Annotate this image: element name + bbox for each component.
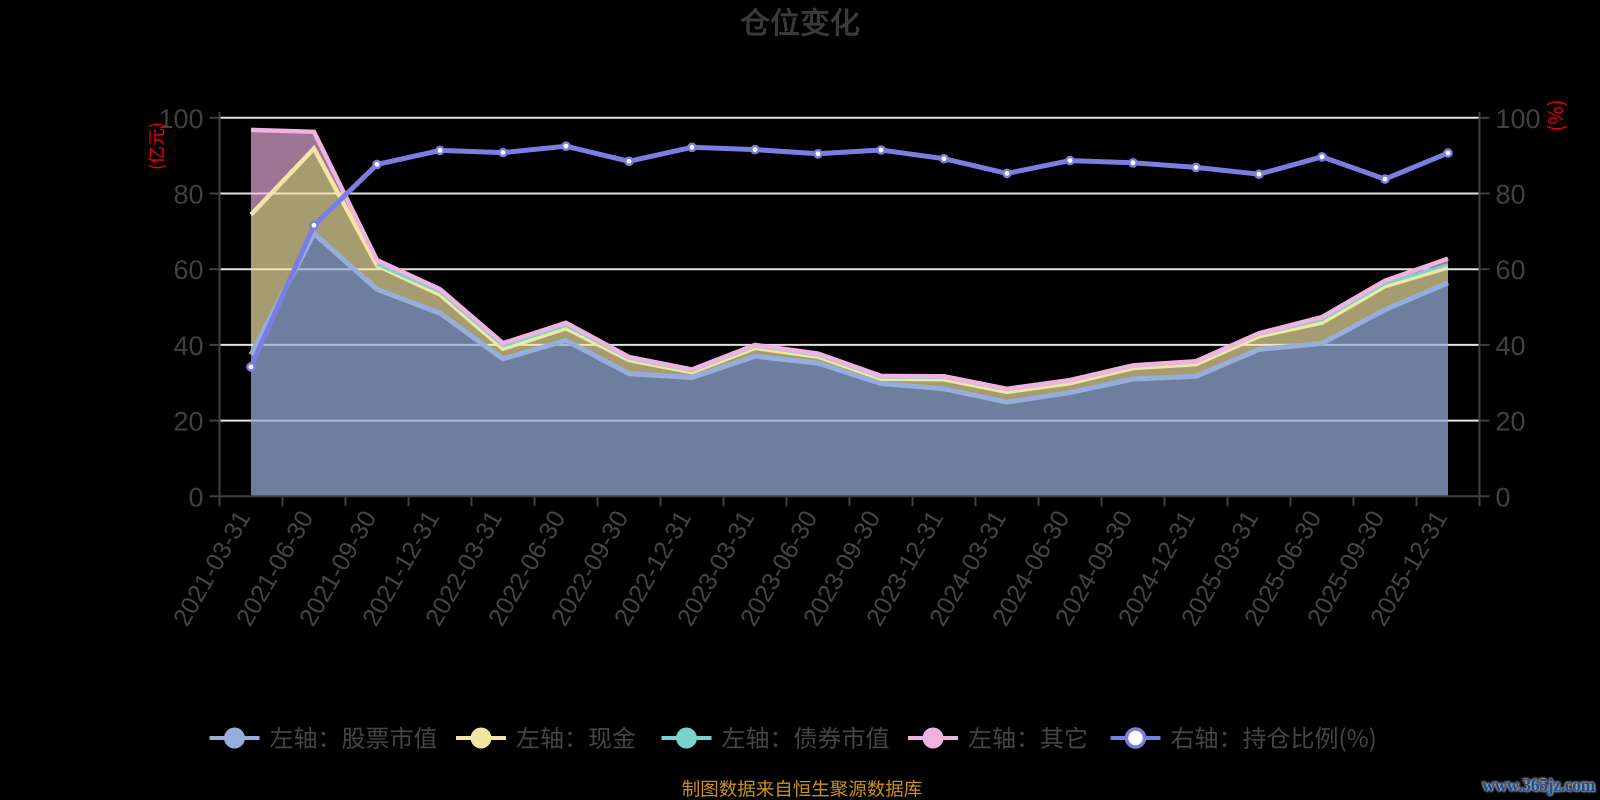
svg-text:100: 100 — [158, 104, 203, 134]
svg-text:0: 0 — [1496, 482, 1511, 512]
svg-text:100: 100 — [1496, 104, 1541, 134]
svg-text:20: 20 — [173, 407, 203, 437]
svg-text:40: 40 — [1496, 331, 1526, 361]
svg-text:0: 0 — [188, 482, 203, 512]
svg-text:60: 60 — [1496, 255, 1526, 285]
svg-text:60: 60 — [173, 255, 203, 285]
svg-text:80: 80 — [1496, 180, 1526, 210]
svg-text:40: 40 — [173, 331, 203, 361]
svg-text:20: 20 — [1496, 407, 1526, 437]
svg-text:80: 80 — [173, 180, 203, 210]
